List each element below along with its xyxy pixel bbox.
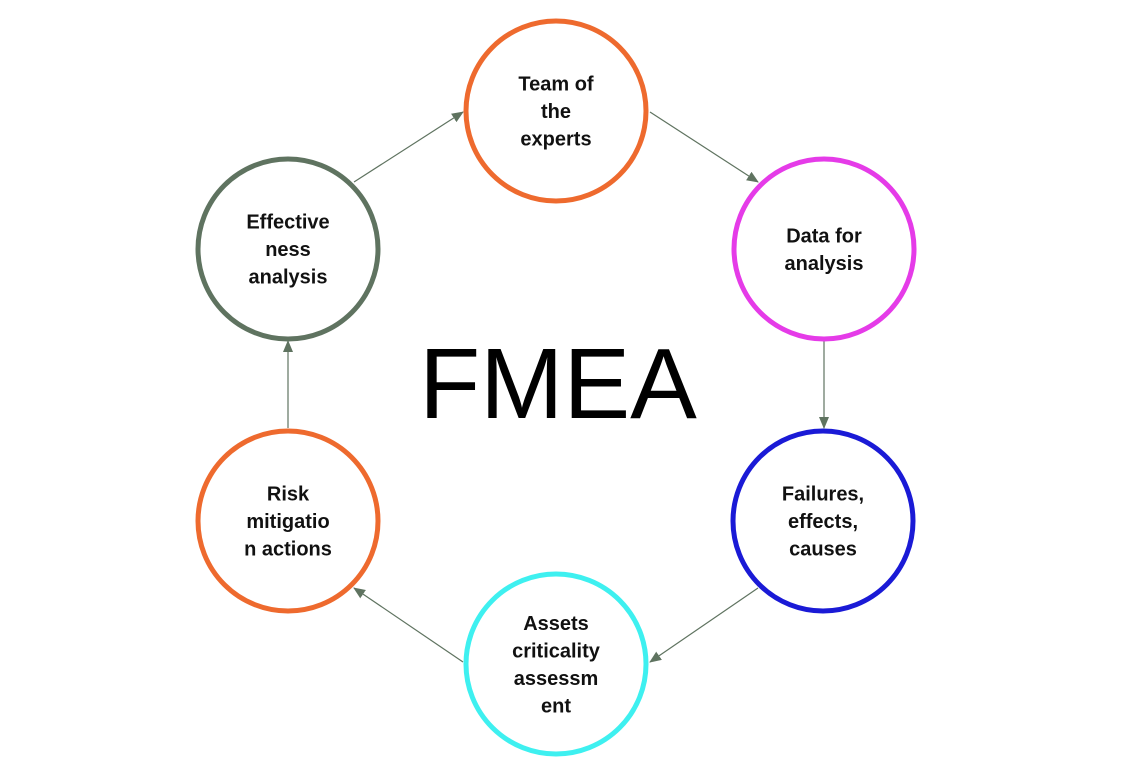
- node-label-line: experts: [520, 129, 591, 151]
- node-label-line: assessm: [514, 668, 599, 690]
- edge-effectiveness-to-team: [353, 111, 464, 183]
- node-label-line: Team of: [518, 74, 594, 96]
- node-failures: Failures, effects, causes: [730, 428, 916, 614]
- node-label-line: Failures,: [782, 484, 864, 506]
- node-label-line: Effective: [246, 212, 329, 234]
- edges-layer: [283, 111, 829, 663]
- node-label-line: ent: [541, 695, 571, 717]
- node-label-line: n actions: [244, 539, 332, 561]
- node-team: Team of the experts: [463, 18, 649, 204]
- node-effectiveness: Effective ness analysis: [195, 156, 381, 342]
- node-label-line: analysis: [249, 267, 328, 289]
- node-assets: Assets criticality assessm ent: [463, 571, 649, 757]
- node-circle-failures: [730, 428, 916, 614]
- node-label-line: Assets: [523, 613, 589, 635]
- node-circle-effectiveness: [195, 156, 381, 342]
- node-label-line: mitigatio: [246, 511, 329, 533]
- node-label-line: ness: [265, 239, 311, 261]
- node-label-line: analysis: [785, 253, 864, 275]
- node-risk: Risk mitigatio n actions: [195, 428, 381, 614]
- node-circle-team: [463, 18, 649, 204]
- node-label-line: Data for: [786, 225, 862, 247]
- node-label-line: Risk: [267, 484, 310, 506]
- node-label-line: the: [541, 101, 571, 123]
- edge-assets-to-risk: [353, 587, 464, 663]
- node-circle-data: [731, 156, 917, 342]
- node-label-line: criticality: [512, 640, 601, 662]
- edge-team-to-data: [649, 111, 759, 183]
- node-label-line: effects,: [788, 511, 858, 533]
- node-circle-assets: [463, 571, 649, 757]
- edge-failures-to-assets: [649, 587, 759, 663]
- node-circle-risk: [195, 428, 381, 614]
- nodes-layer: Team of the experts Data for analysis Failure…: [195, 18, 917, 757]
- node-label-line: causes: [789, 539, 857, 561]
- node-data: Data for analysis: [731, 156, 917, 342]
- center-title: FMEA: [419, 328, 697, 440]
